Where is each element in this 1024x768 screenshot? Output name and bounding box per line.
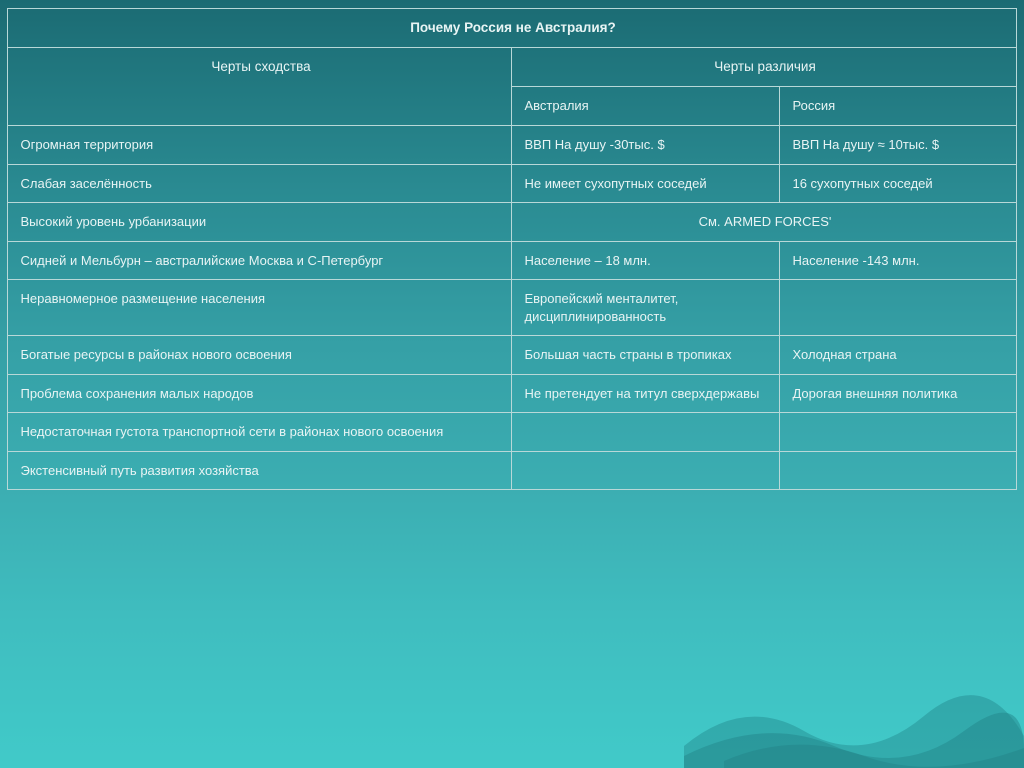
table-row: Недостаточная густота транспортной сети … bbox=[8, 413, 1016, 452]
diff-a-cell bbox=[512, 413, 780, 452]
table-row: Огромная территория ВВП На душу -30тыс. … bbox=[8, 125, 1016, 164]
diff-a-cell: Население – 18 млн. bbox=[512, 241, 780, 280]
diff-a-cell: ВВП На душу -30тыс. $ bbox=[512, 125, 780, 164]
similar-cell: Недостаточная густота транспортной сети … bbox=[8, 413, 512, 452]
table-row: Проблема сохранения малых народов Не пре… bbox=[8, 374, 1016, 413]
diff-a-cell: Не имеет сухопутных соседей bbox=[512, 164, 780, 203]
similar-cell: Экстенсивный путь развития хозяйства bbox=[8, 451, 512, 490]
similar-cell: Проблема сохранения малых народов bbox=[8, 374, 512, 413]
table-row: Сидней и Мельбурн – австралийские Москва… bbox=[8, 241, 1016, 280]
similar-cell: Богатые ресурсы в районах нового освоени… bbox=[8, 336, 512, 375]
header-col-b: Россия bbox=[780, 87, 1016, 126]
diff-a-cell: Большая часть страны в тропиках bbox=[512, 336, 780, 375]
diff-b-cell: Население -143 млн. bbox=[780, 241, 1016, 280]
diff-merged-cell: См. ARMED FORCES' bbox=[512, 203, 1016, 242]
diff-b-cell: Холодная страна bbox=[780, 336, 1016, 375]
diff-b-cell bbox=[780, 413, 1016, 452]
table-row: Высокий уровень урбанизации См. ARMED FO… bbox=[8, 203, 1016, 242]
diff-a-cell: Европейский менталитет, дисциплинированн… bbox=[512, 280, 780, 336]
header-similar: Черты сходства bbox=[8, 48, 512, 126]
diff-a-cell bbox=[512, 451, 780, 490]
similar-cell: Сидней и Мельбурн – австралийские Москва… bbox=[8, 241, 512, 280]
header-col-a: Австралия bbox=[512, 87, 780, 126]
table-row: Экстенсивный путь развития хозяйства bbox=[8, 451, 1016, 490]
similar-cell: Неравномерное размещение населения bbox=[8, 280, 512, 336]
diff-b-cell: 16 сухопутных соседей bbox=[780, 164, 1016, 203]
similar-cell: Высокий уровень урбанизации bbox=[8, 203, 512, 242]
diff-b-cell: ВВП На душу ≈ 10тыс. $ bbox=[780, 125, 1016, 164]
table-title: Почему Россия не Австралия? bbox=[8, 9, 1016, 48]
similar-cell: Слабая заселённость bbox=[8, 164, 512, 203]
table-row: Слабая заселённость Не имеет сухопутных … bbox=[8, 164, 1016, 203]
wave-decoration bbox=[684, 656, 1024, 768]
comparison-table: Почему Россия не Австралия? Черты сходст… bbox=[7, 8, 1016, 490]
diff-b-cell bbox=[780, 280, 1016, 336]
diff-a-cell: Не претендует на титул сверхдержавы bbox=[512, 374, 780, 413]
diff-b-cell: Дорогая внешняя политика bbox=[780, 374, 1016, 413]
header-diff: Черты различия bbox=[512, 48, 1016, 87]
diff-b-cell bbox=[780, 451, 1016, 490]
table-row: Неравномерное размещение населения Европ… bbox=[8, 280, 1016, 336]
similar-cell: Огромная территория bbox=[8, 125, 512, 164]
table-row: Богатые ресурсы в районах нового освоени… bbox=[8, 336, 1016, 375]
